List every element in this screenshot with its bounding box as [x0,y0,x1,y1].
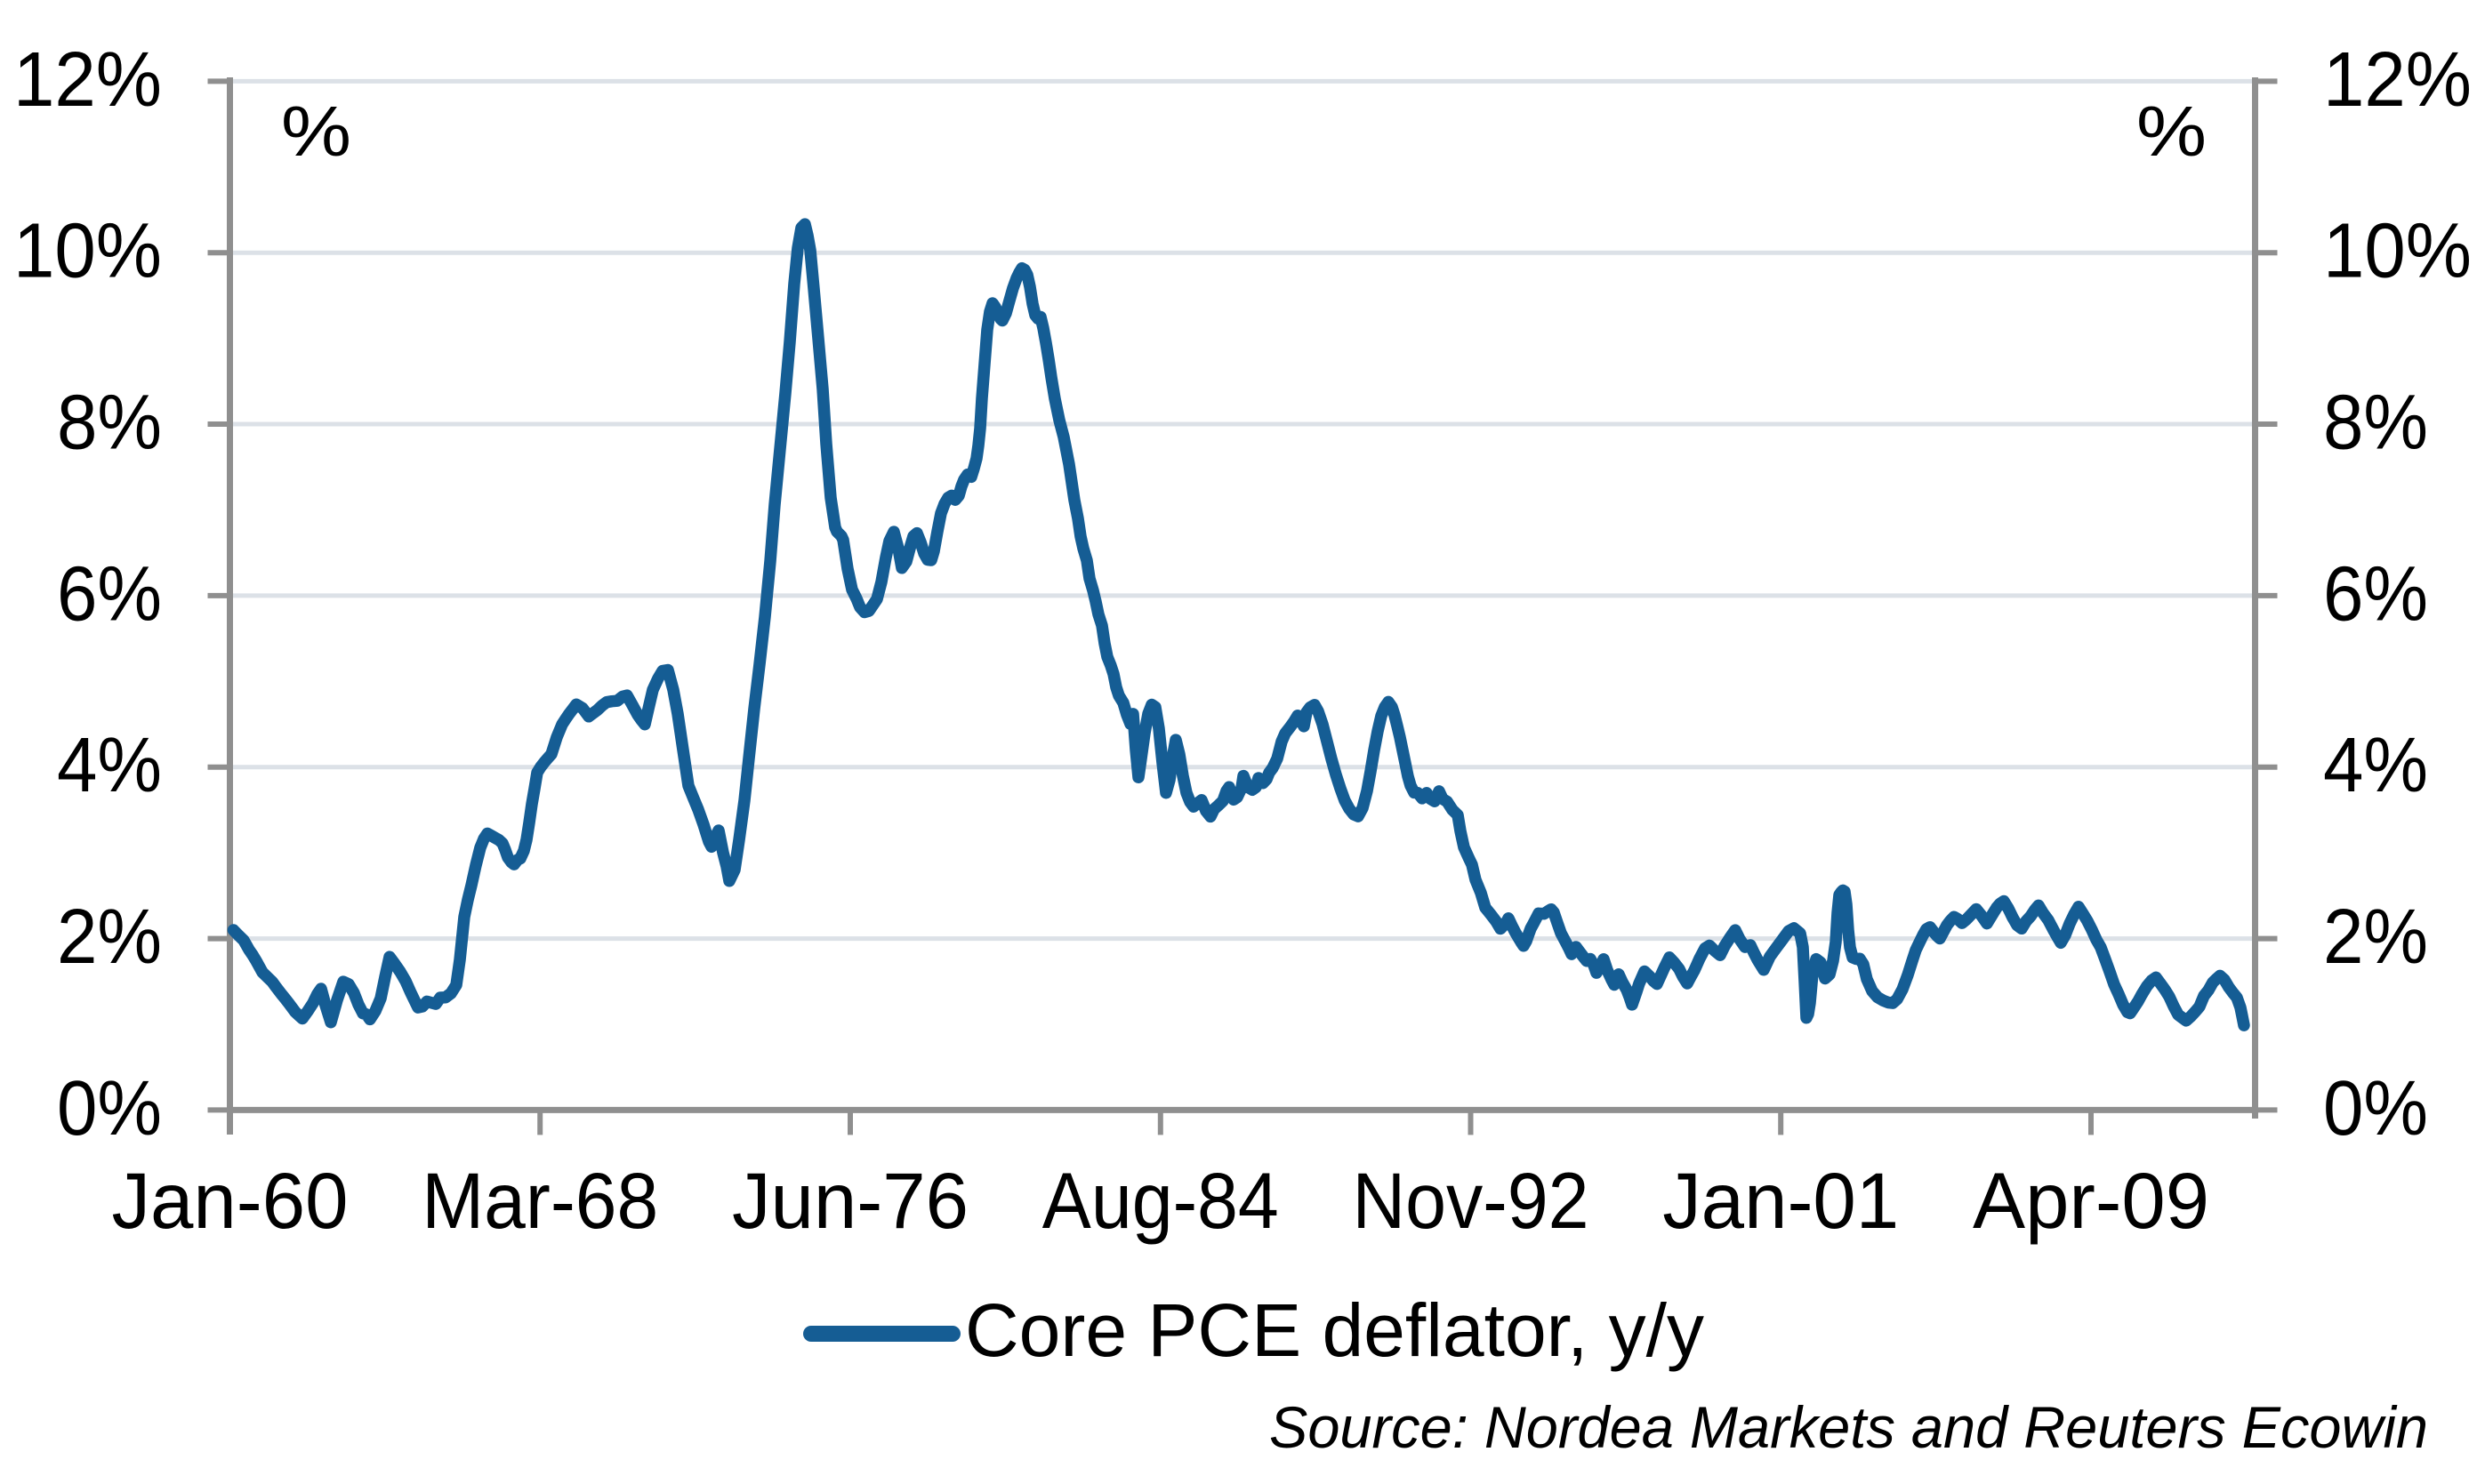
svg-text:Jan-01: Jan-01 [1662,1156,1899,1245]
svg-text:Mar-68: Mar-68 [422,1156,658,1245]
svg-text:2%: 2% [2323,894,2428,980]
svg-text:8%: 8% [2323,380,2428,466]
svg-text:4%: 4% [2323,722,2428,808]
svg-text:2%: 2% [57,894,162,980]
svg-text:Nov-92: Nov-92 [1353,1156,1589,1245]
svg-text:6%: 6% [57,550,162,637]
svg-text:12%: 12% [2323,36,2472,123]
svg-text:0%: 0% [2323,1065,2428,1151]
svg-text:%: % [2136,92,2207,171]
svg-text:Jan-60: Jan-60 [112,1156,349,1245]
svg-text:Source: Nordea Markets and Reu: Source: Nordea Markets and Reuters Ecowi… [1269,1394,2428,1460]
svg-text:Core PCE deflator, y/y: Core PCE deflator, y/y [965,1288,1704,1372]
svg-text:6%: 6% [2323,550,2428,637]
svg-text:Apr-09: Apr-09 [1973,1156,2209,1245]
svg-text:12%: 12% [13,36,162,123]
svg-text:8%: 8% [57,380,162,466]
svg-text:Jun-76: Jun-76 [732,1156,969,1245]
svg-text:Aug-84: Aug-84 [1042,1156,1279,1245]
svg-text:0%: 0% [57,1065,162,1151]
svg-text:4%: 4% [57,722,162,808]
svg-text:10%: 10% [13,208,162,294]
svg-text:10%: 10% [2323,208,2472,294]
svg-text:%: % [281,92,351,171]
